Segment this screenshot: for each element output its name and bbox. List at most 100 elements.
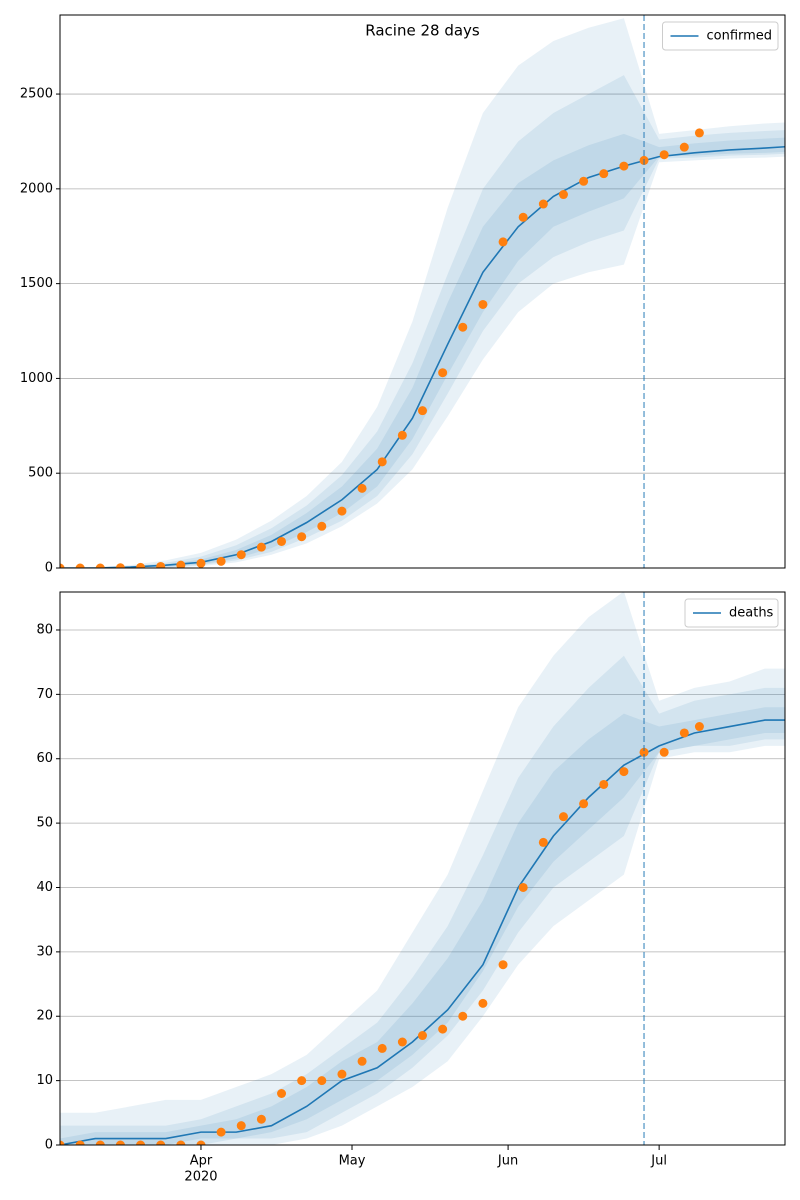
y-tick-label: 20: [36, 1009, 53, 1024]
data-point: [256, 542, 266, 552]
data-point: [558, 812, 568, 822]
data-point: [498, 960, 508, 970]
data-point: [397, 430, 407, 440]
subplot: 0 500 1000 1500 2000 2500 Racine 28 days confir…: [20, 14, 786, 576]
data-point: [377, 457, 387, 467]
y-tick-label: 2500: [20, 87, 53, 102]
y-tick-label: 0: [45, 1138, 53, 1153]
data-point: [518, 212, 528, 222]
data-point: [277, 1088, 287, 1098]
x-tick-label: Jun: [497, 1154, 518, 1169]
data-point: [337, 1069, 347, 1079]
data-point: [377, 1043, 387, 1053]
y-tick-label: 1000: [20, 371, 53, 386]
legend-box: [662, 21, 779, 51]
data-point: [498, 237, 508, 247]
y-tick-label: 500: [28, 466, 53, 481]
data-point: [176, 1140, 186, 1145]
data-point: [176, 560, 186, 568]
axes-frame: [59, 14, 786, 569]
data-point: [156, 1140, 166, 1145]
data-point: [558, 190, 568, 200]
data-point: [478, 299, 488, 309]
legend-label: deaths: [729, 606, 774, 621]
data-point: [317, 521, 327, 531]
data-point: [639, 747, 649, 757]
y-tick-label: 0: [45, 561, 53, 576]
y-tick-label: 80: [36, 622, 53, 637]
data-point: [418, 406, 427, 416]
y-tick-label: 70: [36, 687, 53, 702]
legend-box: [684, 598, 779, 628]
data-point: [599, 779, 609, 789]
data-point: [397, 1037, 407, 1047]
x-tick-sublabel: 2020: [184, 1170, 217, 1185]
data-point: [115, 563, 125, 568]
data-point: [115, 1140, 125, 1145]
confidence-band: [60, 655, 785, 1145]
data-point: [438, 1024, 448, 1034]
plot-area: [60, 18, 785, 568]
data-point: [538, 199, 548, 209]
y-tick-label: 30: [36, 944, 53, 959]
data-point: [216, 556, 226, 566]
data-point: [679, 142, 689, 152]
data-point: [518, 882, 528, 892]
data-point: [679, 728, 689, 738]
data-point: [75, 1140, 85, 1145]
data-point: [659, 150, 669, 160]
data-point: [60, 563, 65, 568]
data-point: [694, 128, 704, 138]
data-point: [337, 506, 347, 516]
data-point: [619, 767, 629, 777]
data-point: [156, 561, 166, 568]
y-tick-label: 50: [36, 816, 53, 831]
axes-frame: [59, 591, 786, 1146]
data-point: [418, 1031, 427, 1041]
data-point: [75, 563, 85, 568]
data-point: [458, 322, 468, 332]
y-tick-label: 1500: [20, 276, 53, 291]
data-point: [196, 1140, 206, 1145]
legend-label: confirmed: [707, 29, 773, 44]
plot-area: [60, 592, 785, 1145]
data-point: [579, 176, 589, 186]
data-point: [216, 1127, 226, 1137]
x-tick-label: Apr: [190, 1154, 213, 1169]
confidence-band: [60, 18, 785, 568]
data-point: [694, 722, 704, 732]
x-tick-label: Jul: [650, 1154, 667, 1169]
data-point: [136, 1140, 146, 1145]
data-point: [196, 558, 206, 568]
chart-title: Racine 28 days: [365, 22, 480, 40]
confidence-band: [60, 75, 785, 568]
data-point: [297, 1076, 307, 1086]
y-tick-label: 40: [36, 880, 53, 895]
data-point: [478, 998, 488, 1008]
fit-line: [60, 719, 785, 1145]
confidence-band: [60, 592, 785, 1145]
data-point: [599, 169, 609, 179]
legend: deaths: [684, 598, 779, 628]
legend: confirmed: [662, 21, 779, 51]
data-point: [95, 563, 105, 568]
data-point: [317, 1076, 327, 1086]
data-point: [357, 1056, 367, 1066]
data-point: [297, 532, 307, 542]
data-point: [60, 1140, 65, 1145]
data-point: [357, 483, 367, 493]
data-point: [659, 747, 669, 757]
y-tick-label: 60: [36, 751, 53, 766]
data-point: [619, 161, 629, 171]
data-point: [579, 799, 589, 809]
y-tick-label: 10: [36, 1073, 53, 1088]
data-point: [256, 1114, 266, 1124]
data-point: [95, 1140, 105, 1145]
data-point: [136, 562, 146, 568]
y-tick-label: 2000: [20, 181, 53, 196]
data-point: [277, 536, 287, 546]
data-point: [438, 368, 448, 378]
x-tick-label: May: [339, 1154, 366, 1169]
data-point: [236, 1121, 246, 1131]
